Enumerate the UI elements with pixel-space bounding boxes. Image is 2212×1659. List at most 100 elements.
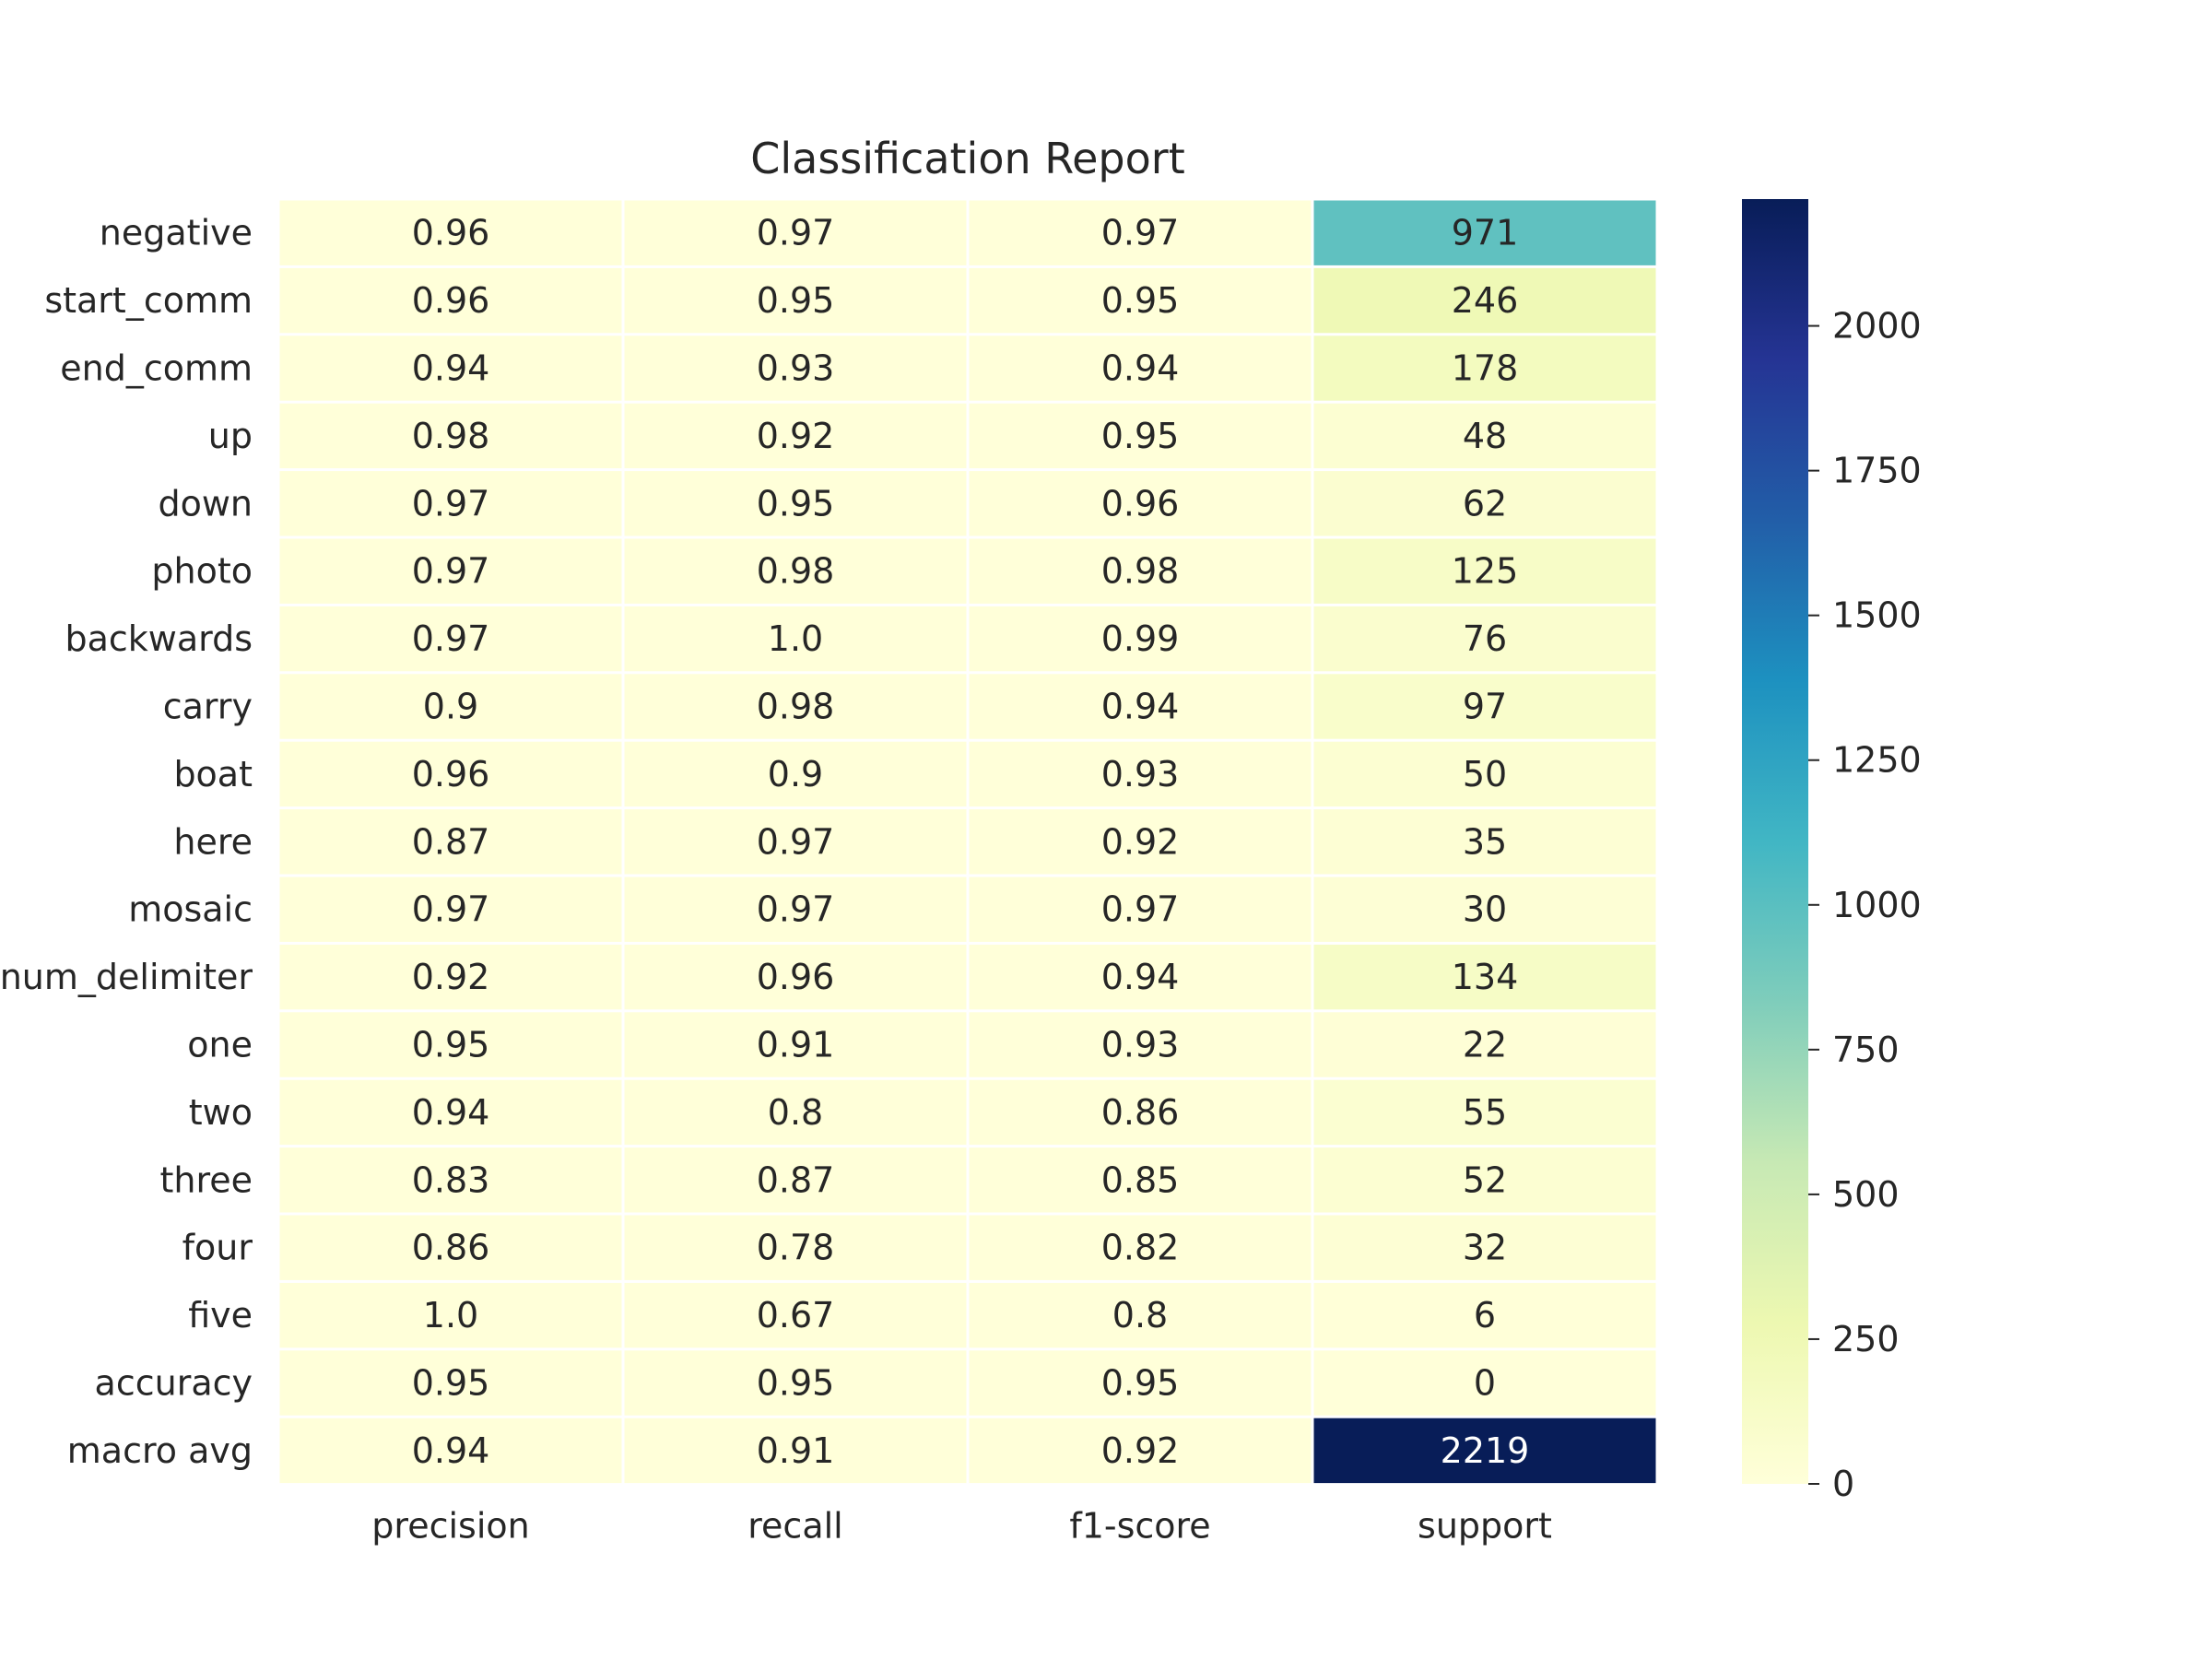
row-label: four xyxy=(182,1228,253,1268)
column-label: f1-score xyxy=(1069,1506,1210,1547)
cell-value-label: 22 xyxy=(1463,1025,1507,1065)
cell-value-label: 0.99 xyxy=(1101,618,1180,659)
row-label: backwards xyxy=(65,618,253,659)
row-label: photo xyxy=(151,551,253,592)
heatmap-cell xyxy=(624,877,967,942)
row-label: end_comm xyxy=(60,348,253,389)
cell-value-label: 0.86 xyxy=(1101,1092,1180,1133)
row-label: five xyxy=(188,1295,253,1335)
heatmap-cell xyxy=(1313,1350,1656,1416)
heatmap-cell xyxy=(1313,1215,1656,1280)
cell-value-label: 0.92 xyxy=(757,416,835,456)
heatmap-cell xyxy=(624,606,967,672)
heatmap-cell xyxy=(1313,674,1656,739)
heatmap-cell xyxy=(624,1147,967,1213)
colorbar-tick-label: 1000 xyxy=(1832,885,1922,925)
row-label: carry xyxy=(163,687,253,727)
cell-value-label: 0.8 xyxy=(768,1092,823,1133)
row-label: up xyxy=(208,416,253,456)
heatmap-cell xyxy=(969,1350,1312,1416)
cell-value-label: 0.94 xyxy=(1101,687,1180,727)
heatmap-cell xyxy=(969,403,1312,469)
heatmap-cell xyxy=(624,809,967,875)
heatmap-cell xyxy=(279,1079,622,1146)
heatmap-cell xyxy=(279,809,622,875)
heatmap-cell xyxy=(624,403,967,469)
cell-value-label: 0.97 xyxy=(1101,889,1180,930)
cell-value-label: 2219 xyxy=(1441,1430,1530,1471)
heatmap-cell xyxy=(624,1418,967,1484)
heatmap-cell xyxy=(1313,606,1656,672)
cell-value-label: 0.97 xyxy=(412,551,490,592)
cell-value-label: 0.95 xyxy=(1101,280,1180,321)
heatmap-cell xyxy=(969,267,1312,334)
cell-value-label: 125 xyxy=(1452,551,1519,592)
cell-value-label: 55 xyxy=(1463,1092,1507,1133)
cell-value-label: 0.96 xyxy=(412,213,490,253)
cell-value-label: 0.96 xyxy=(1101,483,1180,524)
heatmap-cell xyxy=(1313,1079,1656,1146)
cell-value-label: 0.67 xyxy=(757,1295,835,1335)
cell-value-label: 971 xyxy=(1452,213,1519,253)
heatmap-cell xyxy=(624,1215,967,1280)
heatmap-cell xyxy=(969,538,1312,604)
cell-value-label: 0.92 xyxy=(1101,1430,1180,1471)
cell-value-label: 0.97 xyxy=(757,889,835,930)
heatmap-cell xyxy=(1313,741,1656,807)
colorbar-tick-label: 1500 xyxy=(1832,595,1922,636)
cell-value-label: 0.92 xyxy=(412,957,490,997)
cell-value-label: 0.94 xyxy=(412,1092,490,1133)
cell-value-label: 97 xyxy=(1463,687,1507,727)
colorbar-tick-label: 2000 xyxy=(1832,306,1922,347)
row-label: num_delimiter xyxy=(0,957,253,997)
cell-value-label: 0.95 xyxy=(1101,1363,1180,1404)
heatmap-cell xyxy=(1313,1282,1656,1348)
row-label: start_comm xyxy=(44,280,253,321)
cell-value-label: 0.91 xyxy=(757,1430,835,1471)
heatmap-cell xyxy=(969,471,1312,536)
row-label: accuracy xyxy=(95,1363,253,1404)
heatmap-cell xyxy=(969,944,1312,1010)
cell-value-label: 0.96 xyxy=(412,754,490,794)
colorbar-tick-label: 750 xyxy=(1832,1030,1900,1070)
heatmap-cell xyxy=(969,1147,1312,1213)
cell-value-label: 0.98 xyxy=(757,551,835,592)
heatmap-cell xyxy=(279,606,622,672)
heatmap-cell xyxy=(969,741,1312,807)
heatmap-cell xyxy=(624,944,967,1010)
cell-value-label: 76 xyxy=(1463,618,1507,659)
cell-value-label: 246 xyxy=(1452,280,1519,321)
heatmap-cell xyxy=(969,200,1312,265)
cell-value-label: 0.82 xyxy=(1101,1228,1180,1268)
heatmap-cell xyxy=(279,1350,622,1416)
heatmap-cell xyxy=(969,1418,1312,1484)
row-label: negative xyxy=(100,213,253,253)
cell-value-label: 6 xyxy=(1474,1295,1496,1335)
heatmap-cell xyxy=(279,200,622,265)
heatmap-cell xyxy=(279,267,622,334)
chart-title: Classification Report xyxy=(750,134,1184,183)
heatmap-cell xyxy=(279,674,622,739)
row-label: down xyxy=(158,483,253,524)
row-label: one xyxy=(187,1025,253,1065)
heatmap-cell xyxy=(279,1282,622,1348)
heatmap-cell xyxy=(279,1012,622,1077)
heatmap-cell xyxy=(1313,809,1656,875)
heatmap-cell xyxy=(1313,877,1656,942)
heatmap-cell xyxy=(1313,538,1656,604)
heatmap-cell xyxy=(969,1079,1312,1146)
heatmap-cell xyxy=(969,877,1312,942)
cell-value-label: 52 xyxy=(1463,1159,1507,1200)
heatmap-cell xyxy=(1313,944,1656,1010)
cell-value-label: 0.93 xyxy=(1101,754,1180,794)
heatmap-cell xyxy=(279,403,622,469)
cell-value-label: 30 xyxy=(1463,889,1507,930)
heatmap-cell xyxy=(969,1012,1312,1077)
heatmap-cell xyxy=(969,674,1312,739)
heatmap-cell xyxy=(624,1350,967,1416)
cell-value-label: 0.93 xyxy=(1101,1025,1180,1065)
cell-value-label: 48 xyxy=(1463,416,1507,456)
heatmap-cell xyxy=(1313,200,1656,265)
heatmap-cell xyxy=(279,1147,622,1213)
